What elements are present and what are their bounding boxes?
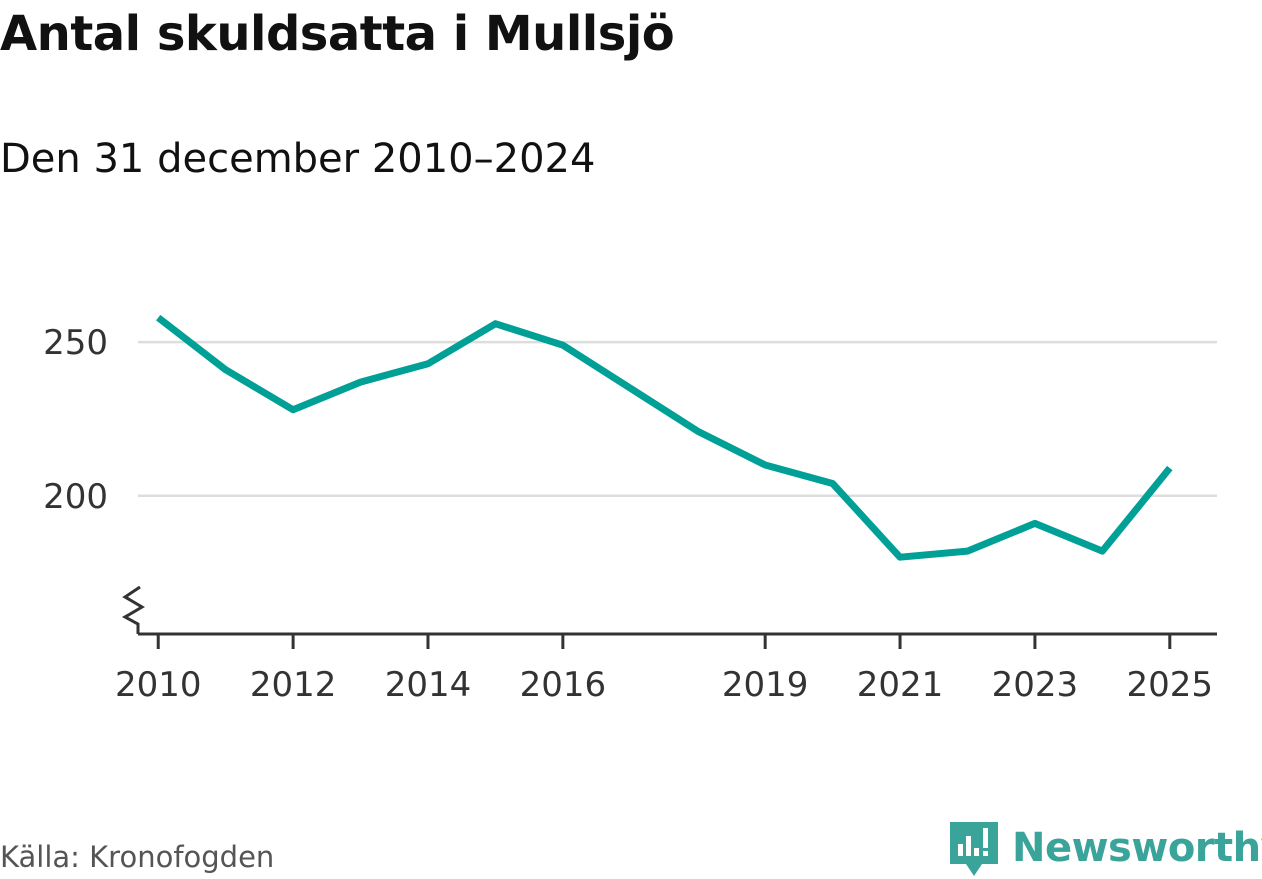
axis-break-icon <box>121 585 145 634</box>
series-line <box>156 314 1173 561</box>
x-tick-label: 2014 <box>385 665 472 705</box>
x-tick-label: 2021 <box>857 665 944 705</box>
x-tick-label: 2016 <box>520 665 607 705</box>
chart-subtitle: Den 31 december 2010–2024 <box>0 136 596 182</box>
x-tick-label: 2019 <box>722 665 809 705</box>
y-tick-label: 250 <box>43 323 108 363</box>
x-tick-label: 2010 <box>115 665 202 705</box>
y-tick-label: 200 <box>43 477 108 517</box>
chart-title: Antal skuldsatta i Mullsjö <box>0 6 675 62</box>
brand-logo: Newsworthy <box>950 818 1262 878</box>
newsworthy-logo-icon <box>950 822 998 876</box>
source-note: Källa: Kronofogden <box>0 840 275 874</box>
x-tick-label: 2012 <box>250 665 337 705</box>
x-tick-label: 2025 <box>1127 665 1214 705</box>
x-tick-label: 2023 <box>992 665 1079 705</box>
brand-name: Newsworthy <box>1012 825 1262 871</box>
